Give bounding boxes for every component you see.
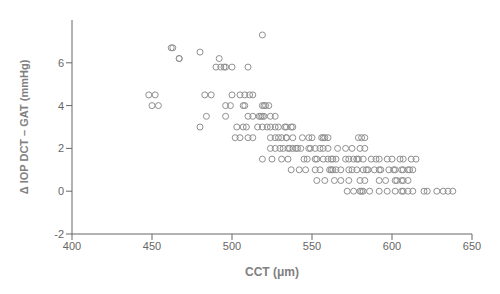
svg-text:400: 400 — [63, 240, 81, 252]
svg-text:450: 450 — [143, 240, 161, 252]
svg-text:CCT (μm): CCT (μm) — [245, 265, 299, 279]
svg-text:650: 650 — [463, 240, 481, 252]
svg-text:2: 2 — [58, 142, 64, 154]
svg-text:Δ IOP DCT – GAT (mmHg): Δ IOP DCT – GAT (mmHg) — [18, 59, 30, 194]
svg-text:-2: -2 — [54, 228, 64, 240]
svg-text:4: 4 — [58, 100, 64, 112]
svg-text:6: 6 — [58, 57, 64, 69]
svg-text:550: 550 — [303, 240, 321, 252]
svg-text:600: 600 — [383, 240, 401, 252]
svg-text:0: 0 — [58, 185, 64, 197]
svg-text:500: 500 — [223, 240, 241, 252]
